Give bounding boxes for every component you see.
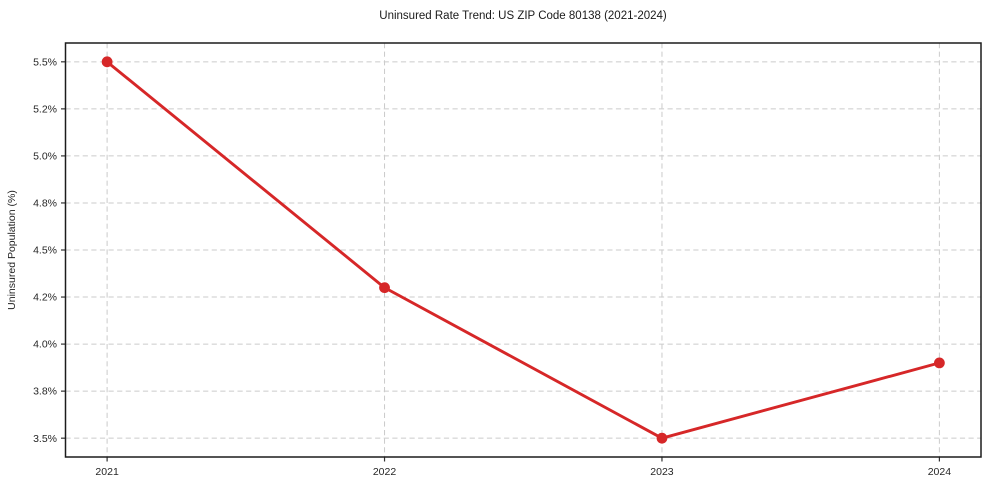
y-tick-label: 5.0% <box>33 151 57 163</box>
x-tick-label: 2024 <box>928 466 952 478</box>
x-tick-label: 2022 <box>373 466 397 478</box>
y-tick-label: 5.2% <box>33 103 57 115</box>
y-tick-label: 4.2% <box>33 292 57 304</box>
axis-layer: 3.5% 3.8% 4.0% 4.2% 4.5% 4.8% 5.0% 5.2% 5.5% 2021… <box>33 42 982 478</box>
y-tick-label: 5.5% <box>33 56 57 68</box>
y-tick-label: 4.8% <box>33 198 57 210</box>
y-tick-label: 4.5% <box>33 245 57 257</box>
grid-layer <box>65 43 981 457</box>
data-point-2023 <box>656 432 668 444</box>
y-tick-label: 4.0% <box>33 339 57 351</box>
x-tick-label: 2021 <box>95 466 119 478</box>
plot-layer <box>101 56 945 444</box>
x-tick-label: 2023 <box>650 466 674 478</box>
plot-border <box>64 42 982 458</box>
chart-title: Uninsured Rate Trend: US ZIP Code 80138 … <box>379 10 667 22</box>
data-point-2024 <box>933 357 945 369</box>
trend-line <box>105 60 941 440</box>
data-point-2021 <box>101 56 113 68</box>
y-axis-label: Uninsured Population (%) <box>6 190 18 310</box>
y-tick-label: 3.5% <box>33 433 57 445</box>
data-point-2022 <box>379 282 390 294</box>
y-tick-label: 3.8% <box>33 386 57 398</box>
